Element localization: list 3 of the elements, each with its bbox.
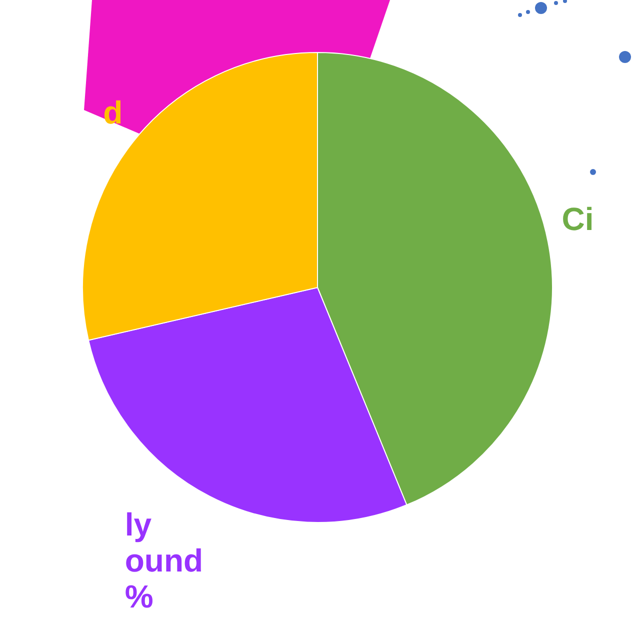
slice-label: d [103,94,123,130]
slice-label: ly ound % [124,506,204,614]
slice-label: Ci [562,201,594,238]
